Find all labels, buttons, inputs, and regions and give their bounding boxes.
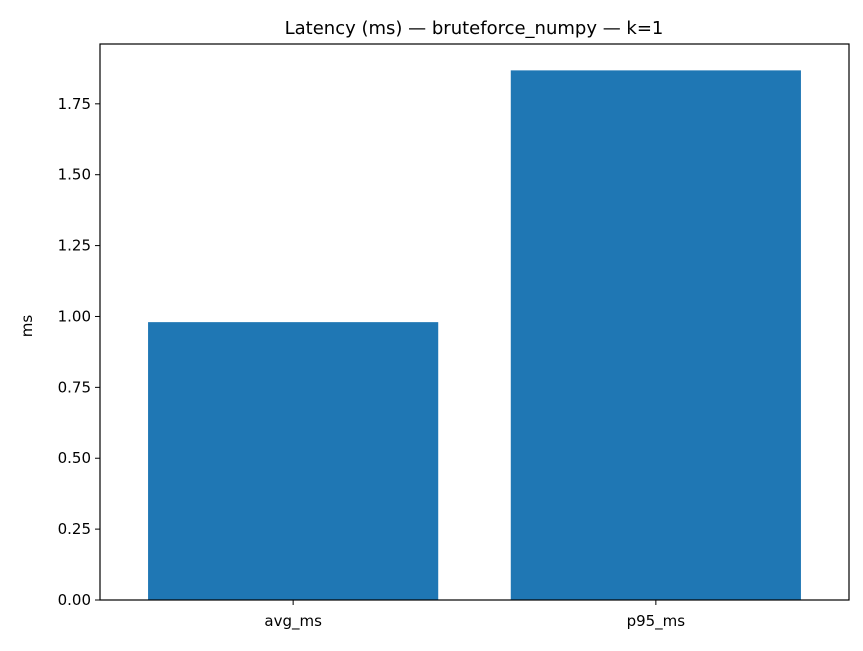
y-tick-label: 1.75 — [58, 95, 91, 113]
y-tick-label: 1.50 — [58, 166, 91, 184]
bar-p95-ms — [510, 70, 801, 601]
y-axis-label: ms — [18, 315, 36, 338]
y-tick-label: 0.25 — [58, 520, 91, 538]
bars-layer — [148, 70, 801, 601]
x-tick-label: p95_ms — [627, 612, 686, 631]
plot-frame — [99, 43, 850, 601]
y-tick-label: 0.50 — [58, 449, 91, 467]
y-tick-label: 0.75 — [58, 378, 91, 396]
bar-avg-ms — [148, 322, 439, 600]
x-tick-label: avg_ms — [264, 612, 322, 631]
y-tick-label: 0.00 — [58, 591, 91, 609]
y-tick-label: 1.00 — [58, 307, 91, 325]
chart-title: Latency (ms) — bruteforce_numpy — k=1 — [285, 18, 664, 39]
y-axis: 0.00 0.25 0.50 0.75 1.00 1.25 1.50 1.75 — [58, 95, 100, 609]
x-axis: avg_ms p95_ms — [264, 600, 685, 631]
y-tick-label: 1.25 — [58, 237, 91, 255]
